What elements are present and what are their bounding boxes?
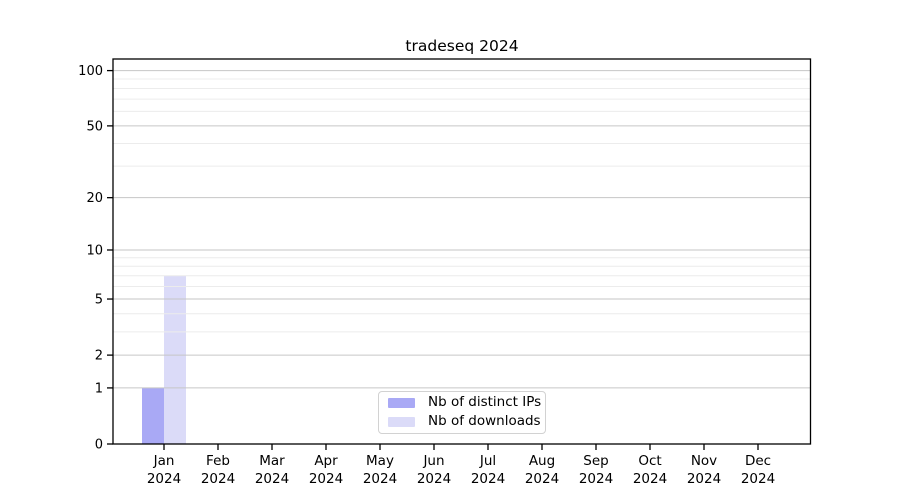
y-tick-label: 1 bbox=[95, 381, 103, 396]
chart-title: tradeseq 2024 bbox=[405, 37, 518, 55]
legend-item-distinct-ips: Nb of distinct IPs bbox=[388, 396, 545, 411]
y-tick-label: 20 bbox=[86, 191, 103, 206]
x-tick-label-year: 2024 bbox=[255, 471, 289, 487]
legend-label-downloads: Nb of downloads bbox=[428, 413, 541, 430]
x-tick-label-month: Aug bbox=[529, 453, 555, 469]
x-tick-label-month: Jul bbox=[479, 453, 496, 469]
x-tick-label-month: Jan bbox=[153, 453, 175, 469]
x-tick-label-year: 2024 bbox=[201, 471, 235, 487]
bar-distinct-ips-jan bbox=[142, 387, 164, 444]
x-tick-label-year: 2024 bbox=[687, 471, 721, 487]
legend-item-downloads: Nb of downloads bbox=[388, 415, 545, 430]
y-tick-label: 100 bbox=[78, 64, 103, 79]
x-tick-label-year: 2024 bbox=[363, 471, 397, 487]
x-tick-label-month: Apr bbox=[314, 453, 338, 469]
y-tick-label: 0 bbox=[95, 438, 103, 453]
x-tick-label-year: 2024 bbox=[309, 471, 343, 487]
x-tick-label-year: 2024 bbox=[471, 471, 505, 487]
x-tick-label-month: Jun bbox=[422, 453, 444, 469]
y-tick-label: 50 bbox=[86, 119, 103, 134]
x-tick-label-month: Oct bbox=[638, 453, 661, 469]
x-tick-label-year: 2024 bbox=[417, 471, 451, 487]
plot-border bbox=[112, 58, 812, 445]
x-tick-label-year: 2024 bbox=[147, 471, 181, 487]
x-tick-label-month: May bbox=[366, 453, 394, 469]
x-tick-label-month: Nov bbox=[691, 453, 717, 469]
y-tick-label: 5 bbox=[95, 293, 103, 308]
legend-swatch-downloads bbox=[388, 417, 415, 427]
legend: Nb of distinct IPs Nb of downloads bbox=[378, 391, 546, 434]
legend-label-distinct-ips: Nb of distinct IPs bbox=[428, 394, 542, 411]
x-tick-label-year: 2024 bbox=[741, 471, 775, 487]
x-tick-label-year: 2024 bbox=[633, 471, 667, 487]
x-tick-label-month: Mar bbox=[259, 453, 285, 469]
y-tick-label: 2 bbox=[95, 349, 103, 364]
x-tick-label-month: Feb bbox=[206, 453, 230, 469]
bar-downloads-jan bbox=[164, 275, 186, 444]
x-tick-label-month: Dec bbox=[745, 453, 771, 469]
x-tick-label-month: Sep bbox=[583, 453, 608, 469]
y-tick-label: 10 bbox=[86, 243, 103, 258]
x-tick-label-year: 2024 bbox=[525, 471, 559, 487]
legend-swatch-distinct-ips bbox=[388, 398, 415, 408]
x-tick-label-year: 2024 bbox=[579, 471, 613, 487]
